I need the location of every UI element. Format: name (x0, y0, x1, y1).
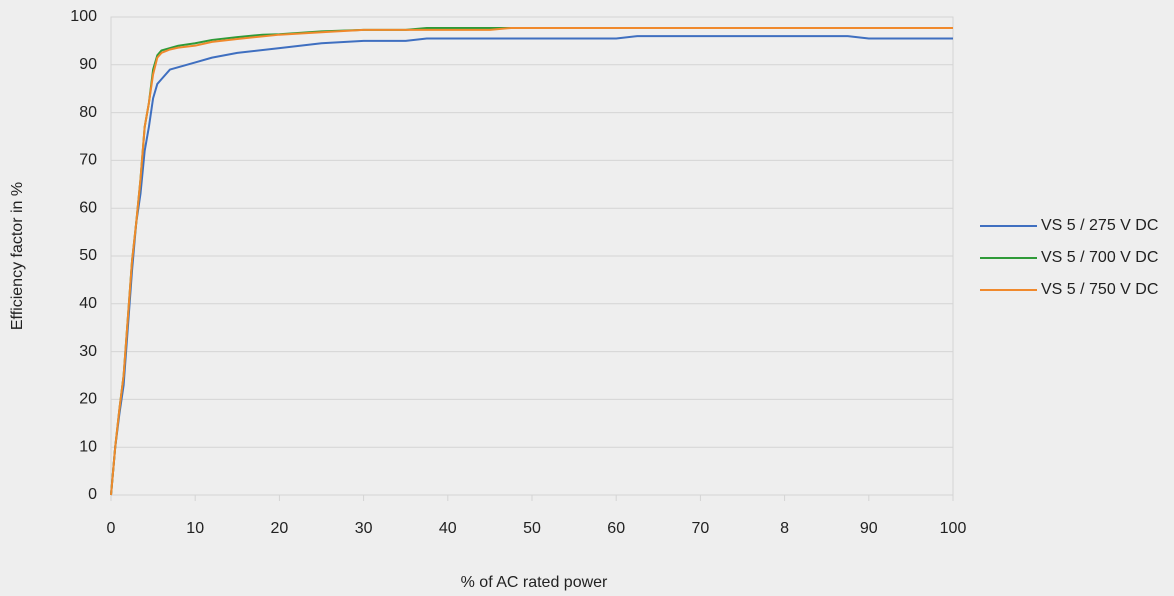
x-tick-label: 70 (692, 520, 710, 537)
series-line (110, 26, 953, 496)
x-tick-label: 10 (186, 520, 204, 537)
x-tick-label: 40 (439, 520, 457, 537)
x-tick-label: 30 (355, 520, 373, 537)
x-tick-label: 90 (860, 520, 878, 537)
y-tick-label: 0 (88, 486, 97, 503)
plot-border (110, 16, 954, 496)
x-axis-label: % of AC rated power (461, 574, 608, 591)
series-line (110, 26, 953, 496)
x-tick-label: 8 (780, 520, 789, 537)
y-tick-label: 50 (79, 247, 97, 264)
y-tick-label: 70 (79, 152, 97, 169)
y-tick-label: 10 (79, 438, 97, 455)
y-tick-label: 40 (79, 295, 97, 312)
x-tick-label: 50 (523, 520, 541, 537)
x-tick-label: 60 (607, 520, 625, 537)
y-tick-label: 100 (70, 8, 97, 25)
legend-label: VS 5 / 750 V DC (1041, 281, 1158, 298)
x-tick-label: 20 (271, 520, 289, 537)
y-axis-label: Efficiency factor in % (9, 182, 26, 330)
y-tick-label: 80 (79, 104, 97, 121)
y-tick-label: 30 (79, 343, 97, 360)
x-tick-label: 0 (107, 520, 116, 537)
legend-label: VS 5 / 275 V DC (1041, 217, 1158, 234)
y-tick-label: 90 (79, 56, 97, 73)
y-tick-label: 20 (79, 391, 97, 408)
legend-label: VS 5 / 700 V DC (1041, 249, 1158, 266)
y-tick-label: 60 (79, 199, 97, 216)
x-tick-label: 100 (940, 520, 967, 537)
series-line (110, 35, 953, 496)
